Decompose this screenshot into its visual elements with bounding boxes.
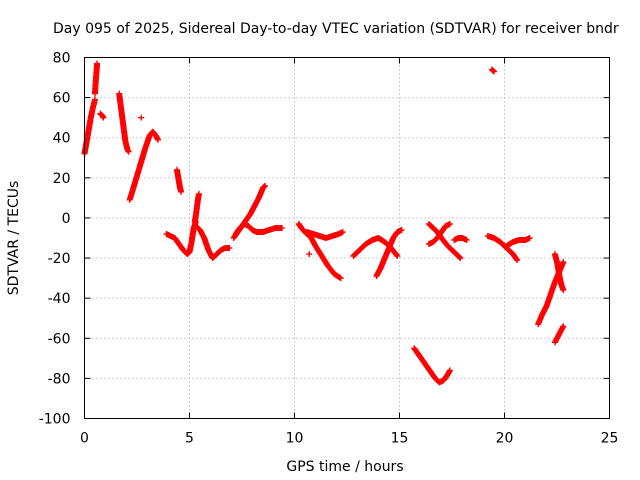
data-point (457, 255, 464, 262)
x-tick-label: 15 (391, 431, 409, 447)
chart-title: Day 095 of 2025, Sidereal Day-to-day VTE… (53, 21, 619, 37)
x-tick-label: 20 (496, 431, 514, 447)
y-tick-label: -80 (48, 371, 71, 387)
x-axis-label: GPS time / hours (286, 459, 403, 475)
data-point (339, 228, 346, 235)
data-point (560, 323, 567, 330)
data-point (560, 287, 567, 294)
data-point (195, 190, 202, 197)
plot-frame (84, 57, 610, 419)
y-tick-label: 0 (62, 211, 71, 227)
data-point (278, 224, 285, 231)
data-point (526, 235, 533, 241)
data-point (262, 182, 269, 189)
y-tick-label: -60 (48, 331, 71, 347)
data-point (393, 252, 400, 259)
tick-layer: 0 5 10 15 20 25 -100 -80 -60 -40 -20 0 20 40 60 80 (39, 51, 619, 447)
data-point (446, 220, 453, 227)
data-point (125, 148, 132, 155)
data-point (560, 259, 567, 266)
data-point (138, 114, 145, 121)
x-tick-label: 10 (286, 431, 304, 447)
data-point (337, 275, 344, 282)
data-point (490, 67, 497, 74)
x-tick-label: 5 (185, 431, 194, 447)
data-point (489, 67, 496, 74)
data-point (446, 367, 453, 374)
y-tick-label: -20 (48, 251, 71, 267)
y-axis-label: SDTVAR / TECUs (6, 181, 22, 296)
y-tick-label: 20 (53, 171, 71, 187)
data-point (92, 96, 98, 103)
data-point (398, 226, 405, 233)
data-point (155, 136, 161, 143)
y-tick-label: -100 (39, 412, 71, 428)
data-point (514, 257, 521, 264)
data-point (491, 68, 497, 75)
data-point (178, 188, 185, 195)
data-point (463, 237, 470, 244)
data-point (100, 114, 107, 121)
x-tick-label: 25 (601, 431, 619, 447)
y-tick-label: 60 (53, 91, 71, 107)
data-point (94, 60, 101, 67)
data-point (226, 245, 233, 252)
data-point (456, 254, 463, 261)
y-tick-label: 80 (53, 51, 71, 67)
x-tick-label: 0 (80, 431, 89, 447)
y-tick-label: 40 (53, 131, 71, 147)
data-point (394, 253, 401, 260)
data-point (261, 183, 268, 190)
data-layer (81, 60, 567, 386)
y-tick-label: -40 (48, 291, 71, 307)
data-point (306, 251, 313, 258)
